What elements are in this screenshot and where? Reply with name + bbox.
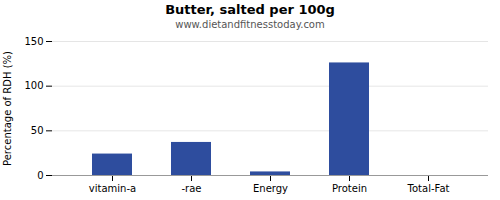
svg-text:Protein: Protein xyxy=(332,183,367,194)
svg-text:Total-Fat: Total-Fat xyxy=(407,183,450,194)
svg-text:150: 150 xyxy=(24,36,43,47)
svg-text:0: 0 xyxy=(37,170,43,181)
svg-text:50: 50 xyxy=(31,125,44,136)
html-text:Butter, salted per 100g: Butter, salted per 100g xyxy=(165,2,335,17)
svg-text:Energy: Energy xyxy=(253,183,288,194)
svg-text:Percentage of RDH (%): Percentage of RDH (%) xyxy=(2,51,13,166)
svg-text:vitamin-a: vitamin-a xyxy=(89,183,136,194)
html-text:www.dietandfitnesstoday.com: www.dietandfitnesstoday.com xyxy=(175,19,325,30)
svg-text:-rae: -rae xyxy=(182,183,202,194)
svg-text:100: 100 xyxy=(24,80,43,91)
